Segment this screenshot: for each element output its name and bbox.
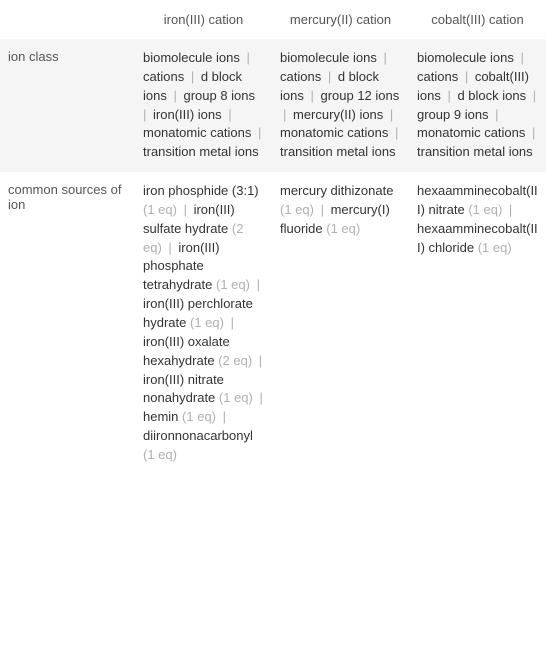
table-row: ion classbiomolecule ions | cations | d … bbox=[0, 39, 546, 172]
item-eq: (1 eq) bbox=[143, 447, 177, 462]
table-cell: iron phosphide (3:1) (1 eq) | iron(III) … bbox=[135, 172, 272, 475]
cell-content: iron phosphide (3:1) (1 eq) | iron(III) … bbox=[143, 182, 264, 465]
separator: | bbox=[526, 88, 539, 103]
table-cell: biomolecule ions | cations | cobalt(III)… bbox=[409, 39, 546, 172]
item-eq: (1 eq) bbox=[143, 202, 177, 217]
row-label: common sources of ion bbox=[0, 172, 135, 475]
separator: | bbox=[280, 107, 293, 122]
item-text: biomolecule ions bbox=[280, 50, 377, 65]
separator: | bbox=[252, 353, 265, 368]
header-cobalt: cobalt(III) cation bbox=[409, 0, 546, 39]
item-text: cations bbox=[417, 69, 458, 84]
table-cell: biomolecule ions | cations | d block ion… bbox=[272, 39, 409, 172]
separator: | bbox=[514, 50, 527, 65]
item-text: diironnonacarbonyl bbox=[143, 428, 253, 443]
item-text: iron(III) nitrate nonahydrate bbox=[143, 372, 224, 406]
separator: | bbox=[224, 315, 237, 330]
item-text: group 12 ions bbox=[320, 88, 399, 103]
item-text: monatomic cations bbox=[280, 125, 388, 140]
ion-comparison-table: iron(III) cation mercury(II) cation coba… bbox=[0, 0, 546, 475]
item-text: biomolecule ions bbox=[417, 50, 514, 65]
item-text: transition metal ions bbox=[280, 144, 396, 159]
item-text: cations bbox=[280, 69, 321, 84]
separator: | bbox=[502, 202, 515, 217]
separator: | bbox=[383, 107, 396, 122]
item-text: iron phosphide (3:1) bbox=[143, 183, 259, 198]
separator: | bbox=[489, 107, 502, 122]
separator: | bbox=[525, 125, 538, 140]
header-iron: iron(III) cation bbox=[135, 0, 272, 39]
separator: | bbox=[240, 50, 253, 65]
table-cell: hexaamminecobalt(III) nitrate (1 eq) | h… bbox=[409, 172, 546, 475]
table-cell: biomolecule ions | cations | d block ion… bbox=[135, 39, 272, 172]
separator: | bbox=[216, 409, 229, 424]
item-text: d block ions bbox=[457, 88, 526, 103]
item-eq: (1 eq) bbox=[326, 221, 360, 236]
item-text: monatomic cations bbox=[417, 125, 525, 140]
separator: | bbox=[314, 202, 331, 217]
cell-content: mercury dithizonate (1 eq) | mercury(I) … bbox=[280, 182, 401, 239]
table-cell: mercury dithizonate (1 eq) | mercury(I) … bbox=[272, 172, 409, 475]
item-text: group 8 ions bbox=[183, 88, 255, 103]
row-label: ion class bbox=[0, 39, 135, 172]
separator: | bbox=[304, 88, 321, 103]
cell-content: biomolecule ions | cations | d block ion… bbox=[143, 49, 264, 162]
item-text: hemin bbox=[143, 409, 178, 424]
item-text: cations bbox=[143, 69, 184, 84]
item-text: transition metal ions bbox=[417, 144, 533, 159]
cell-content: biomolecule ions | cations | d block ion… bbox=[280, 49, 401, 162]
item-eq: (1 eq) bbox=[182, 409, 216, 424]
item-eq: (1 eq) bbox=[216, 277, 250, 292]
item-text: iron(III) ions bbox=[153, 107, 222, 122]
separator: | bbox=[162, 240, 179, 255]
item-text: iron(III) oxalate hexahydrate bbox=[143, 334, 230, 368]
cell-content: hexaamminecobalt(III) nitrate (1 eq) | h… bbox=[417, 182, 538, 257]
separator: | bbox=[441, 88, 458, 103]
separator: | bbox=[251, 125, 264, 140]
item-eq: (1 eq) bbox=[219, 390, 253, 405]
item-text: monatomic cations bbox=[143, 125, 251, 140]
item-eq: (2 eq) bbox=[218, 353, 252, 368]
table-row: common sources of ioniron phosphide (3:1… bbox=[0, 172, 546, 475]
separator: | bbox=[184, 69, 201, 84]
table-body: ion classbiomolecule ions | cations | d … bbox=[0, 39, 546, 475]
item-eq: (1 eq) bbox=[280, 202, 314, 217]
item-text: mercury dithizonate bbox=[280, 183, 393, 198]
header-mercury: mercury(II) cation bbox=[272, 0, 409, 39]
item-text: mercury(II) ions bbox=[293, 107, 383, 122]
separator: | bbox=[458, 69, 475, 84]
separator: | bbox=[377, 50, 390, 65]
separator: | bbox=[250, 277, 263, 292]
table-header-row: iron(III) cation mercury(II) cation coba… bbox=[0, 0, 546, 39]
item-text: group 9 ions bbox=[417, 107, 489, 122]
cell-content: biomolecule ions | cations | cobalt(III)… bbox=[417, 49, 538, 162]
separator: | bbox=[388, 125, 401, 140]
separator: | bbox=[167, 88, 184, 103]
item-eq: (1 eq) bbox=[468, 202, 502, 217]
separator: | bbox=[253, 390, 266, 405]
item-text: transition metal ions bbox=[143, 144, 259, 159]
item-eq: (1 eq) bbox=[478, 240, 512, 255]
separator: | bbox=[321, 69, 338, 84]
separator: | bbox=[222, 107, 235, 122]
item-eq: (1 eq) bbox=[190, 315, 224, 330]
separator: | bbox=[177, 202, 194, 217]
item-text: biomolecule ions bbox=[143, 50, 240, 65]
header-empty bbox=[0, 0, 135, 39]
